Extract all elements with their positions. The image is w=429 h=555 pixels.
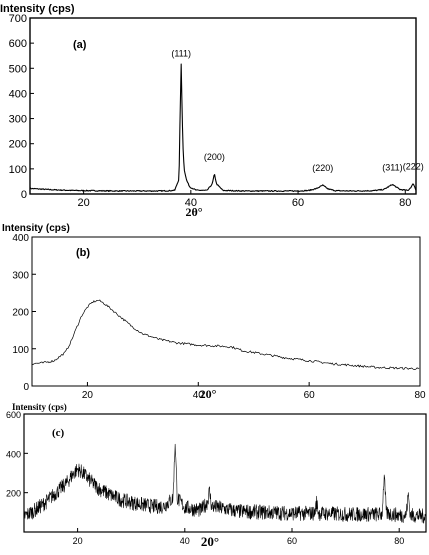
series-line [31, 299, 420, 370]
x-tick-label: 80 [414, 390, 426, 401]
y-tick-label: 400 [12, 233, 29, 244]
peak-label: (111) [171, 49, 191, 59]
x-axis-title: 20° [201, 534, 219, 549]
panel-b: 0 100 200 300 400 20 40 60 80 Intensity (cps) 20° (… [2, 223, 426, 401]
x-tick-label: 20 [73, 536, 83, 546]
y-tick-label: 600 [6, 410, 21, 420]
x-tick-label: 40 [185, 197, 197, 209]
y-tick-label: 600 [9, 38, 27, 50]
panel-label: (a) [73, 39, 87, 51]
peak-label: (311) [382, 162, 402, 172]
y-tick-label: 100 [12, 345, 29, 356]
y-tick-label: 400 [6, 449, 21, 459]
y-tick-label: 700 [9, 13, 27, 25]
x-tick-label: 20 [82, 390, 94, 401]
peak-label: (220) [312, 163, 333, 173]
y-tick-label: 300 [9, 114, 27, 126]
y-tick-label: 100 [9, 164, 27, 176]
x-tick-label: 40 [193, 390, 205, 401]
x-axis-title: 2θ° [185, 205, 202, 219]
peak-label: (222) [403, 161, 424, 171]
x-tick-label: 60 [304, 390, 316, 401]
panel-c: 200 400 600 20 40 60 80 Intensity (cps) 20° (c) [6, 402, 427, 549]
series-line [23, 443, 427, 524]
y-tick-label: 300 [12, 270, 29, 281]
y-tick-label: 0 [21, 189, 27, 201]
x-tick-label: 60 [292, 197, 304, 209]
x-axis-title: 20° [200, 387, 217, 401]
x-tick-label: 20 [77, 197, 89, 209]
series-line [29, 63, 417, 193]
panel-label: (c) [52, 427, 65, 439]
y-axis-title: Intensity (cps) [2, 223, 70, 234]
plot-frame [29, 17, 417, 195]
y-axis-title: Intensity (cps) [0, 3, 75, 15]
x-tick-label: 40 [180, 536, 190, 546]
plot-frame [23, 413, 427, 533]
y-tick-label: 200 [9, 139, 27, 151]
y-tick-label: 200 [12, 308, 29, 319]
y-tick-label: 0 [23, 382, 29, 393]
panel-a: 0 100 200 300 400 500 600 700 20 40 60 80 Intensity … [0, 3, 424, 219]
y-axis-title: Intensity (cps) [12, 402, 67, 412]
x-tick-label: 80 [394, 536, 404, 546]
y-tick-label: 500 [9, 63, 27, 75]
y-tick-label: 400 [9, 88, 27, 100]
plot-frame [31, 236, 421, 387]
x-tick-label: 80 [399, 197, 411, 209]
peak-label: (200) [204, 152, 225, 162]
y-tick-label: 200 [6, 489, 21, 499]
panel-label: (b) [76, 247, 90, 259]
x-tick-label: 60 [287, 536, 297, 546]
